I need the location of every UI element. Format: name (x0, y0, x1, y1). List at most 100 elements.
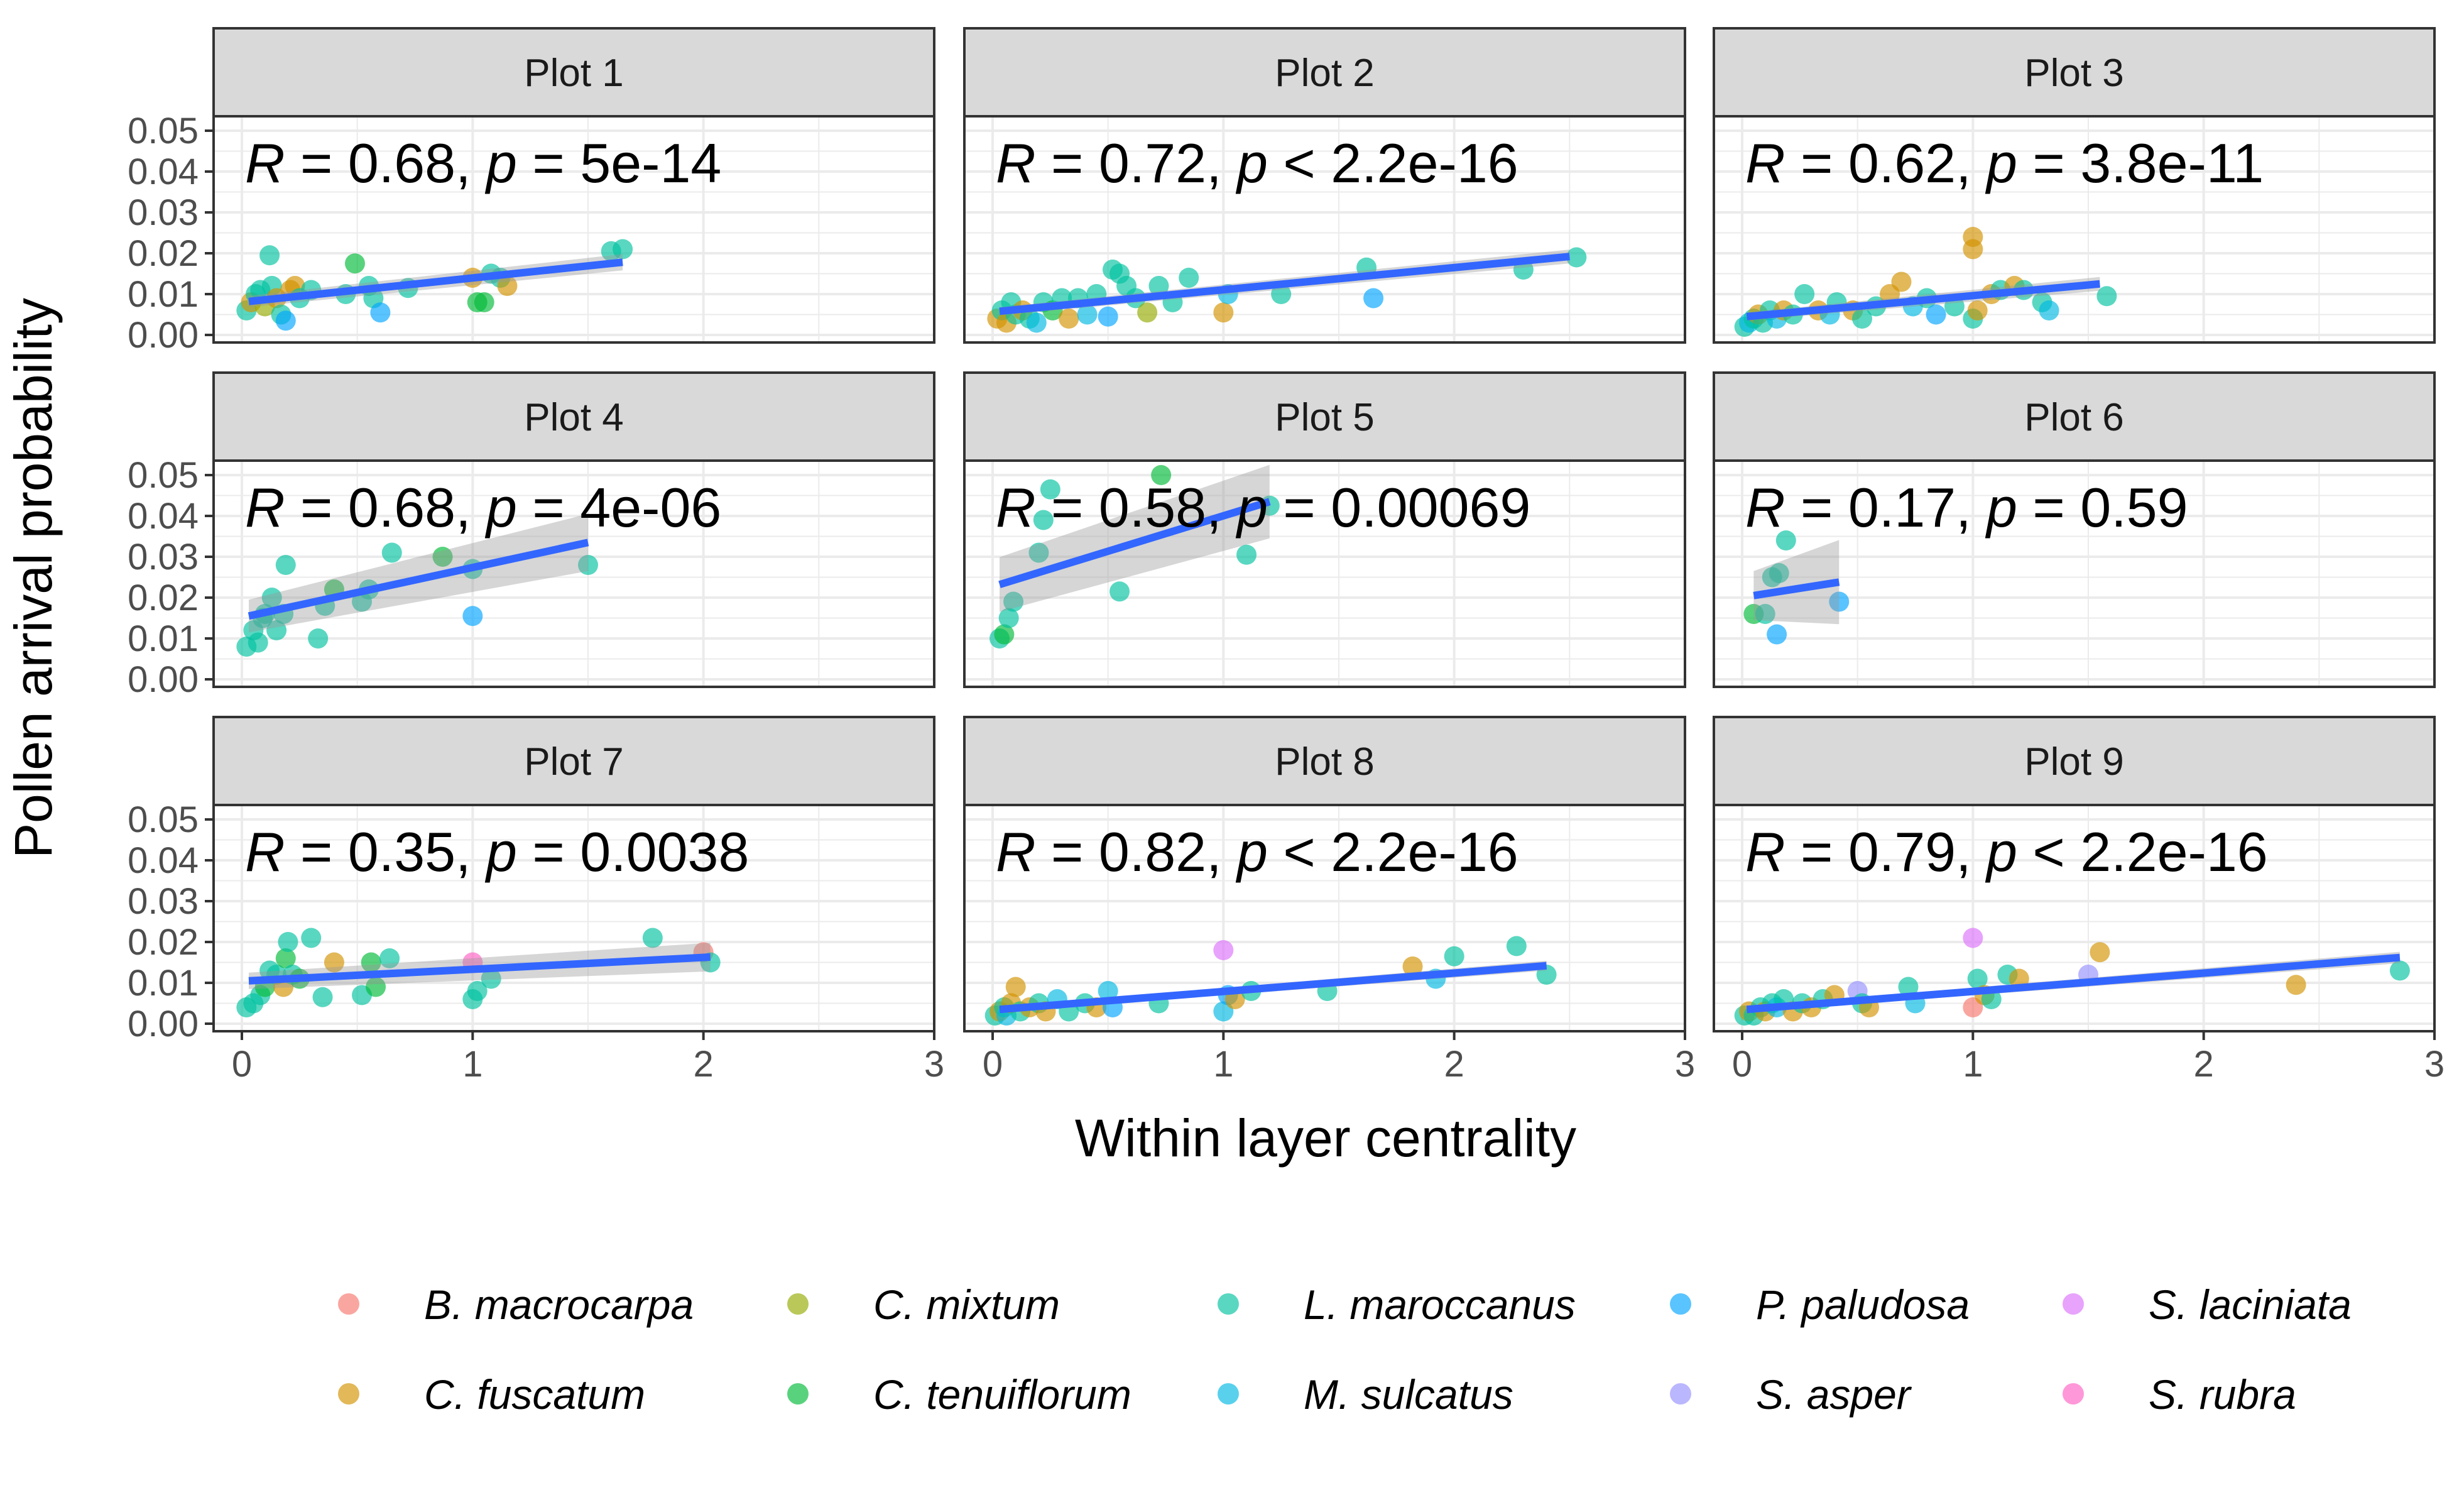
x-tick-label: 3 (1675, 1044, 1695, 1085)
regression-line (1753, 578, 1840, 600)
data-point (994, 624, 1015, 645)
legend-key (2063, 1293, 2084, 1315)
facet-strip (1713, 27, 2436, 118)
plot-background (1714, 461, 2434, 687)
legend-item: C. fuscatum (338, 1371, 645, 1418)
legend-item: C. tenuiflorum (787, 1371, 1131, 1418)
panel-border (1713, 459, 2436, 688)
data-point (1109, 581, 1130, 602)
y-tick-label: 0.01 (128, 274, 199, 315)
y-tick-label: 0.05 (128, 111, 199, 151)
y-tick-label: 0.00 (128, 659, 199, 700)
data-point (462, 606, 483, 627)
gridlines (964, 805, 1686, 1031)
plot-background (964, 461, 1685, 687)
legend: B. macrocarpa C. fuscatum C. mixtum C. tenu… (338, 1281, 2352, 1418)
legend-item: C. mixtum (787, 1281, 1060, 1328)
regression-line (1746, 953, 2401, 1014)
data-point (1967, 300, 1988, 320)
data-point (1213, 302, 1234, 323)
data-point (1767, 624, 1787, 645)
regression-line (248, 539, 589, 620)
data-point (1769, 563, 1789, 583)
correlation-annotation: R = 0.35, p = 0.0038 (245, 821, 749, 883)
data-point (1271, 284, 1292, 304)
confidence-band (249, 513, 588, 633)
facet-strip (963, 716, 1686, 806)
legend-item: S. asper (1670, 1371, 1912, 1418)
data-point (1151, 465, 1172, 485)
legend-key (1218, 1383, 1239, 1405)
plot-background (214, 461, 934, 687)
panel-border (963, 115, 1686, 344)
data-point (1981, 989, 2002, 1009)
data-point (275, 948, 296, 968)
data-point (578, 555, 598, 575)
regression-line (1746, 280, 2100, 320)
correlation-annotation: R = 0.82, p < 2.2e-16 (996, 821, 1518, 883)
x-tick-label: 0 (983, 1044, 1003, 1085)
data-point (1967, 968, 1988, 989)
data-point (1363, 288, 1384, 309)
x-tick-label: 0 (1732, 1044, 1752, 1085)
correlation-annotation: R = 0.62, p = 3.8e-11 (1745, 132, 2264, 194)
data-point (278, 932, 298, 952)
facet-panels: Plot 1R = 0.68, p = 5e-140.000.010.020.0… (128, 27, 2445, 1085)
legend-label: C. mixtum (873, 1281, 1060, 1328)
y-tick-label: 0.01 (128, 618, 199, 659)
regression-line (999, 961, 1547, 1014)
data-point (1963, 239, 1983, 260)
legend-key (338, 1293, 359, 1315)
data-point (474, 292, 494, 312)
facet-panel: Plot 1R = 0.68, p = 5e-140.000.010.020.0… (128, 27, 935, 356)
data-point (642, 928, 663, 948)
panel-border (212, 459, 935, 688)
facet-strip (212, 371, 935, 462)
data-point (497, 276, 518, 296)
facet-panel: Plot 2 R = 0.72, p < 2.2e-16 (963, 27, 1686, 344)
data-point (1829, 591, 1850, 612)
scatter-points (1743, 530, 1850, 645)
data-point (1026, 312, 1047, 333)
regression-line (998, 498, 1271, 588)
data-point (1794, 284, 1815, 304)
data-point (467, 981, 488, 1001)
y-tick-label: 0.03 (128, 192, 199, 233)
scatter-points (989, 465, 1280, 649)
data-point (1506, 936, 1527, 956)
correlation-annotation: R = 0.68, p = 4e-06 (245, 476, 721, 539)
legend-label: C. tenuiflorum (873, 1371, 1131, 1418)
correlation-annotation: R = 0.79, p < 2.2e-16 (1745, 821, 2268, 883)
facet-panel: Plot 6 R = 0.17, p = 0.59 (1713, 371, 2436, 688)
data-point (1028, 542, 1049, 563)
facet-strip-label: Plot 5 (1275, 396, 1375, 439)
data-point (1003, 591, 1024, 612)
facet-panel: Plot 4R = 0.68, p = 4e-060.000.010.020.0… (128, 371, 935, 700)
y-tick-label: 0.04 (128, 496, 199, 537)
legend-item: M. sulcatus (1218, 1371, 1513, 1418)
legend-key (1670, 1293, 1691, 1315)
data-point (366, 977, 386, 997)
data-point (1236, 544, 1257, 565)
y-axis-title: Pollen arrival probability (4, 298, 63, 858)
y-tick-label: 0.03 (128, 537, 199, 578)
y-tick-label: 0.05 (128, 455, 199, 496)
legend-label: L. maroccanus (1304, 1281, 1576, 1328)
correlation-annotation: R = 0.72, p < 2.2e-16 (996, 132, 1518, 194)
facet-panel: Plot 9 R = 0.79, p < 2.2e-16 0 1 2 3 (1713, 716, 2445, 1085)
legend-key (787, 1383, 809, 1405)
correlation-annotation: R = 0.58, p = 0.00069 (996, 476, 1530, 539)
x-axis-title: Within layer centrality (1075, 1109, 1576, 1168)
facet-strip-label: Plot 7 (524, 740, 624, 784)
confidence-band (1753, 540, 1840, 625)
x-tick-label: 1 (1213, 1044, 1233, 1085)
data-point (261, 588, 282, 608)
data-point (1898, 977, 1919, 997)
y-tick-label: 0.05 (128, 799, 199, 840)
data-point (266, 620, 287, 640)
data-point (1148, 276, 1169, 296)
y-tick-label: 0.00 (128, 315, 199, 356)
data-point (308, 628, 329, 649)
data-point (2286, 975, 2306, 995)
